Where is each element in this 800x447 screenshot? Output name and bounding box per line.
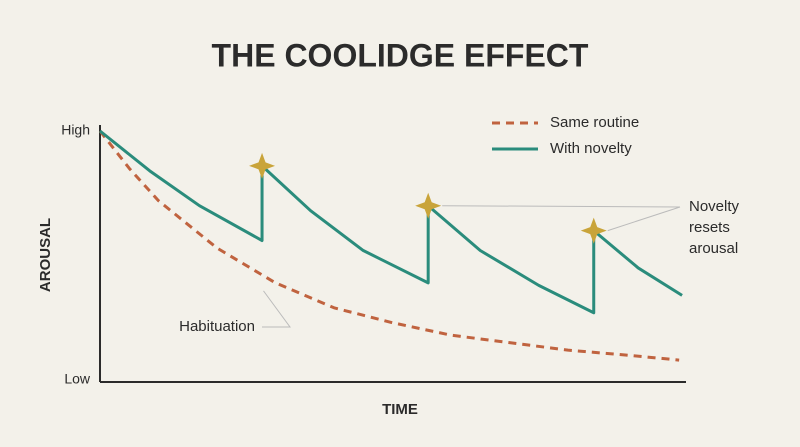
- y-tick-label: Low: [64, 371, 91, 387]
- chart-title: THE COOLIDGE EFFECT: [212, 37, 589, 73]
- legend-label: Same routine: [550, 114, 639, 131]
- series-line: [99, 129, 683, 315]
- series-line: [98, 130, 680, 362]
- legend-label: With novelty: [550, 140, 632, 157]
- x-axis-label: TIME: [382, 401, 418, 418]
- novelty-star: [415, 192, 442, 219]
- annotation: Novelty resets arousal: [689, 198, 740, 257]
- novelty-star: [580, 217, 607, 244]
- novelty-star: [249, 152, 276, 179]
- y-tick-label: High: [61, 122, 90, 138]
- annotation: Habituation: [179, 318, 255, 335]
- y-axis-label: AROUSAL: [37, 218, 54, 292]
- leader-line: [262, 290, 291, 328]
- leader-line: [607, 206, 681, 232]
- leader-line: [442, 205, 681, 208]
